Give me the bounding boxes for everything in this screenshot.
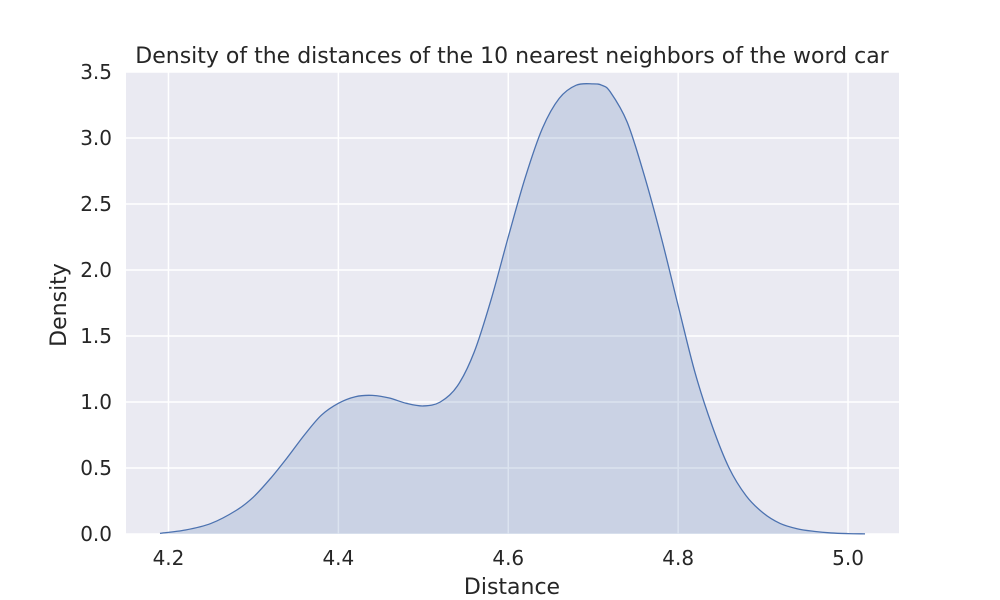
x-tick-label: 4.6 bbox=[492, 546, 524, 570]
plot-background bbox=[126, 72, 899, 534]
y-tick-label: 3.0 bbox=[80, 126, 112, 150]
y-tick-label: 0.5 bbox=[80, 456, 112, 480]
x-axis-ticks: 4.2 4.4 4.6 4.8 5.0 bbox=[153, 546, 864, 570]
y-tick-label: 2.0 bbox=[80, 258, 112, 282]
y-axis-ticks: 0.0 0.5 1.0 1.5 2.0 2.5 3.0 3.5 bbox=[80, 60, 112, 546]
y-tick-label: 1.0 bbox=[80, 390, 112, 414]
density-area bbox=[159, 83, 866, 535]
x-tick-label: 5.0 bbox=[832, 546, 864, 570]
y-axis-label: Density bbox=[47, 263, 72, 347]
grid-lines bbox=[126, 71, 899, 535]
y-tick-label: 2.5 bbox=[80, 192, 112, 216]
y-tick-label: 0.0 bbox=[80, 522, 112, 546]
y-tick-label: 3.5 bbox=[80, 60, 112, 84]
y-tick-label: 1.5 bbox=[80, 324, 112, 348]
x-tick-label: 4.2 bbox=[153, 546, 185, 570]
x-tick-label: 4.8 bbox=[662, 546, 694, 570]
density-line bbox=[159, 82, 866, 535]
chart-title: Density of the distances of the 10 neare… bbox=[135, 44, 889, 69]
x-axis-label: Distance bbox=[464, 575, 560, 600]
x-tick-label: 4.4 bbox=[322, 546, 354, 570]
